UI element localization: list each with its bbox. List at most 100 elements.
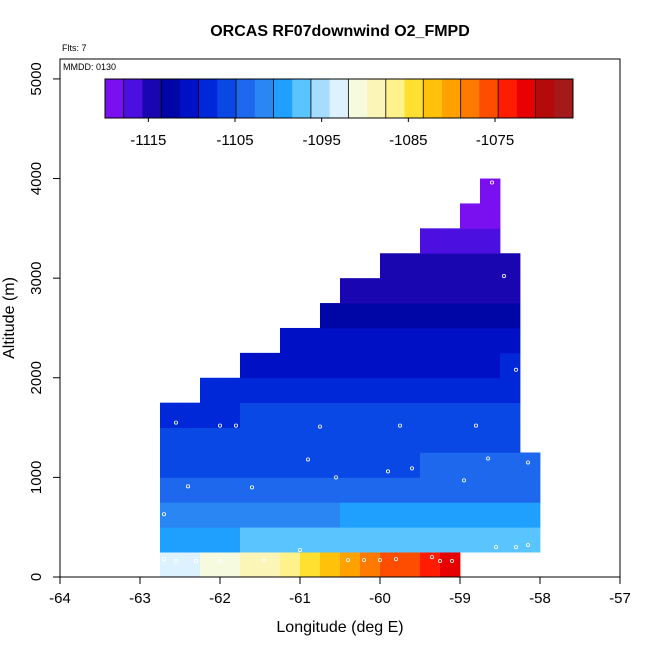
heatmap-cell [360,402,381,428]
heatmap-cell [500,502,521,528]
heatmap-cell [400,327,421,354]
heatmap-cell [400,402,421,428]
sample-point [526,543,531,548]
heatmap-cell [160,502,181,528]
heatmap-cell [480,427,501,453]
heatmap-cell [340,477,361,503]
heatmap-cell [460,253,481,279]
heatmap-cell [220,527,241,553]
heatmap-cell [300,527,321,553]
sample-point [185,484,190,489]
heatmap-cell [280,452,301,478]
heatmap-cell [400,253,421,279]
y-axis: 0 1000 2000 3000 4000 5000 [28,62,60,581]
colorbar-swatch [404,79,424,118]
heatmap-cell [200,552,221,578]
heatmap-cell [260,352,281,379]
heatmap-cell [360,527,381,553]
heatmap-cell [160,402,181,428]
heatmap-cell [480,402,501,428]
heatmap-cell [360,477,381,503]
colorbar-frame [104,78,574,119]
heatmap-cell [480,203,501,229]
sample-point [193,559,198,564]
sample-point [449,559,454,564]
heatmap-cell [300,377,321,404]
heatmap-cell [380,552,401,578]
x-tick-label: -64 [49,590,71,607]
heatmap-cell [280,352,301,379]
heatmap-cell [180,427,201,453]
heatmap-cell [320,427,341,453]
heatmap-cell [160,527,181,553]
heatmap-cell [440,303,461,329]
sample-point [501,274,506,279]
y-tick-label: 5000 [28,62,45,95]
plot-frame [59,58,621,578]
heatmap-cell [280,402,301,428]
heatmap-cell [420,253,441,279]
heatmap-cell [320,303,341,329]
heatmap-cell [300,427,321,453]
heatmap-cell [220,452,241,478]
x-tick-label: -61 [289,590,311,607]
heatmap-cell [480,278,501,304]
heatmap-cell [360,303,381,329]
flights-annotation: Flts: 7 [62,43,87,53]
sample-point [514,545,519,550]
heatmap-cell [360,278,381,304]
heatmap-cell [320,452,341,478]
sample-points [161,180,531,564]
heatmap-cell [340,402,361,428]
heatmap-cell [360,377,381,404]
sample-point [161,512,166,517]
heatmap-cell [380,402,401,428]
heatmap-cell [340,377,361,404]
heatmap-cell [320,477,341,503]
heatmap-cell [380,427,401,453]
heatmap-cell [380,477,401,503]
heatmap-cell [420,502,441,528]
x-tick-label: -60 [369,590,391,607]
heatmap-cell [460,402,481,428]
heatmap-cell [400,477,421,503]
heatmap-cell [260,552,281,578]
mmdd-annotation: MMDD: 0130 [63,62,116,72]
sample-point [345,558,350,563]
heatmap-cell [460,377,481,404]
heatmap-cell [460,427,481,453]
heatmap-cell [240,502,261,528]
heatmap-cell [440,502,461,528]
sample-point [173,420,178,425]
heatmap-cell [480,527,501,553]
heatmap-cell [460,527,481,553]
x-tick-label: -63 [129,590,151,607]
heatmap-cell [200,477,221,503]
heatmap-cell [480,228,501,254]
heatmap-cell [360,452,381,478]
colorbar-tick-label: -1095 [302,132,340,149]
heatmap-cell [320,352,341,379]
colorbar-swatch [348,79,368,118]
heatmap-cell [220,377,241,404]
colorbar-swatch [367,79,387,118]
heatmap-cell [220,477,241,503]
heatmap-cell [180,527,201,553]
heatmap-cell [380,303,401,329]
heatmap-cell [520,527,541,553]
y-tick-label: 0 [28,573,45,581]
heatmap-cell [460,327,481,354]
heatmap-cell [260,477,281,503]
heatmap-cell [160,427,181,453]
heatmap-cell [260,402,281,428]
heatmap-cell [340,303,361,329]
colorbar-swatch [423,79,443,118]
heatmap-cell [300,402,321,428]
heatmap-cell [300,502,321,528]
sample-point [361,558,366,563]
heatmap-cell [460,352,481,379]
heatmap-cell [460,477,481,503]
heatmap-cell [500,527,521,553]
heatmap-cell [420,303,441,329]
heatmap-cell [480,253,501,279]
